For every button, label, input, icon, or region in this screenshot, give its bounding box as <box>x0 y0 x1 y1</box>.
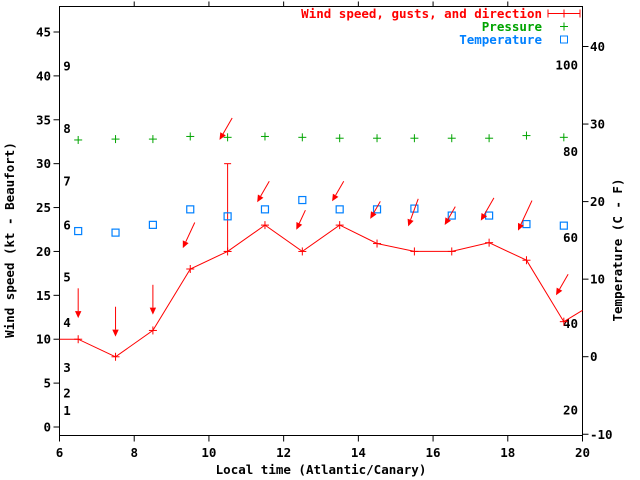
fahrenheit-scale-label: 100 <box>555 58 578 73</box>
wind-direction-arrow-shaft <box>559 274 569 290</box>
kt-tick-label: 45 <box>36 24 51 39</box>
wind-direction-arrowhead <box>332 193 339 202</box>
x-tick-label: 6 <box>56 445 64 460</box>
x-tick-label: 8 <box>130 445 138 460</box>
wind-direction-arrowhead <box>149 307 157 315</box>
celsius-tick-label: 0 <box>590 349 598 364</box>
kt-tick-label: 15 <box>36 288 51 303</box>
wind-direction-arrow-shaft <box>520 200 533 225</box>
wind-direction-arrowhead <box>112 329 119 337</box>
beaufort-scale-label: 7 <box>63 174 71 189</box>
wind-direction-arrowhead <box>182 240 189 249</box>
legend-sample-temperature-marker <box>560 35 568 44</box>
x-tick-label: 12 <box>276 445 291 460</box>
beaufort-scale-label: 8 <box>63 121 71 136</box>
wind-direction-arrow-shaft <box>447 206 456 220</box>
temperature-point <box>111 228 120 237</box>
temperature-point <box>522 219 531 229</box>
x-tick-label: 20 <box>575 445 590 460</box>
celsius-tick-label: 20 <box>590 194 605 209</box>
temperature-point <box>148 220 157 229</box>
x-tick-label: 14 <box>351 445 366 460</box>
kt-tick-label: 30 <box>36 156 51 171</box>
wind-direction-arrowhead <box>480 213 488 221</box>
wind-direction-arrow-shaft <box>335 180 345 196</box>
celsius-tick-label: 40 <box>590 39 605 54</box>
beaufort-scale-label: 1 <box>63 403 71 418</box>
wind-direction-arrow-shaft <box>260 180 270 197</box>
wind-speed-line <box>59 224 583 358</box>
beaufort-scale-label: 6 <box>63 218 71 233</box>
temperature-point <box>186 205 195 214</box>
x-tick-label: 10 <box>201 445 216 460</box>
celsius-tick-label: 10 <box>590 272 605 287</box>
wind-direction-arrowhead <box>370 211 377 219</box>
wind-direction-arrowhead <box>75 311 82 319</box>
fahrenheit-scale-label: 80 <box>563 144 578 159</box>
wind-direction-arrow-shaft <box>298 209 306 224</box>
celsius-tick-label: -10 <box>590 427 613 442</box>
kt-tick-label: 40 <box>36 68 51 83</box>
celsius-tick-label: 30 <box>590 117 605 132</box>
beaufort-scale-label: 3 <box>63 360 71 375</box>
wind-direction-arrow-shaft <box>373 201 381 214</box>
wind-direction-arrowhead <box>257 194 264 203</box>
temperature-point <box>335 205 344 214</box>
legend-label-pressure: Pressure <box>482 19 543 34</box>
legend-label-wind: Wind speed, gusts, and direction <box>301 6 542 21</box>
wind-direction-arrowhead <box>556 287 563 296</box>
kt-tick-label: 5 <box>43 376 51 391</box>
kt-tick-label: 10 <box>36 332 51 347</box>
x-tick-label: 18 <box>500 445 515 460</box>
kt-tick-label: 20 <box>36 244 51 259</box>
plot-frame <box>59 6 583 436</box>
temperature-point <box>223 212 232 221</box>
temperature-point <box>372 205 382 214</box>
y-left-axis-title: Wind speed (kt - Beaufort) <box>2 142 17 338</box>
wind-direction-arrowhead <box>296 222 303 230</box>
temperature-point <box>260 205 270 214</box>
kt-tick-label: 25 <box>36 200 51 215</box>
fahrenheit-scale-label: 60 <box>563 230 578 245</box>
x-tick-label: 16 <box>426 445 441 460</box>
kt-tick-label: 35 <box>36 112 51 127</box>
fahrenheit-scale-label: 40 <box>563 316 578 331</box>
wind-direction-arrowhead <box>444 217 451 225</box>
beaufort-scale-label: 4 <box>63 315 71 330</box>
fahrenheit-scale-label: 20 <box>563 402 578 417</box>
temperature-point <box>559 221 568 230</box>
wind-direction-arrow-shaft <box>222 117 233 135</box>
legend-label-temperature: Temperature <box>459 32 542 47</box>
wind-direction-arrow-shaft <box>483 197 495 215</box>
beaufort-scale-label: 2 <box>63 385 71 400</box>
beaufort-scale-label: 5 <box>63 269 71 284</box>
wind-direction-arrowhead <box>407 218 414 227</box>
wind-direction-arrow-shaft <box>410 198 419 221</box>
temperature-point <box>74 226 83 236</box>
wind-direction-arrow-shaft <box>185 222 196 242</box>
x-axis-title: Local time (Atlantic/Canary) <box>216 462 427 477</box>
wind-direction-arrowhead <box>219 132 226 140</box>
temperature-point <box>298 195 307 205</box>
kt-tick-label: 0 <box>43 420 51 435</box>
y-right-axis-title: Temperature (C - F) <box>610 179 625 322</box>
beaufort-scale-label: 9 <box>63 59 71 74</box>
temperature-point <box>410 204 419 213</box>
wind-direction-arrowhead <box>518 222 524 231</box>
